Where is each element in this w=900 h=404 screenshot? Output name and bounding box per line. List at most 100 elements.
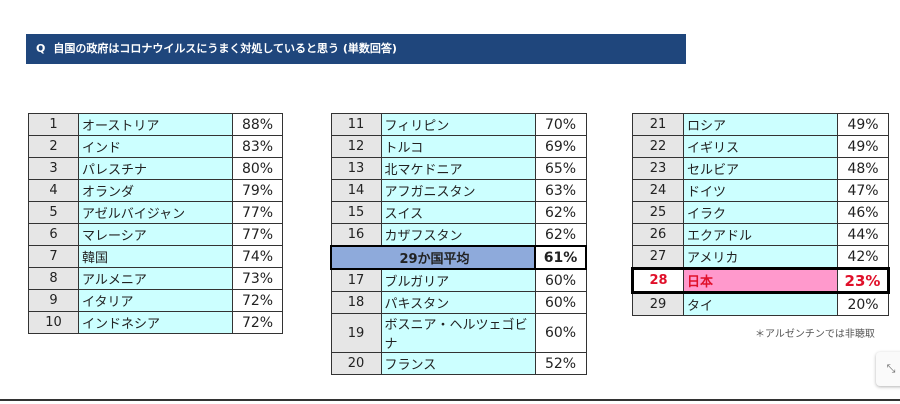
rank-cell: 12 xyxy=(330,135,382,158)
table-row: 15 スイス 62% xyxy=(330,201,587,224)
ranking-table-3: 21 ロシア 49% 22 イギリス 49% 23 セルビア 48% 24 ドイツ 47% 25 イラク 4… xyxy=(631,113,890,316)
ranking-table-2: 11 フィリピン 70% 12 トルコ 69% 13 北マケドニア 65% 14 アフガニスタン 63… xyxy=(330,113,587,375)
bottom-divider xyxy=(0,399,900,401)
country-cell: パキスタン xyxy=(380,291,536,314)
country-cell: ロシア xyxy=(683,113,838,136)
rank-cell: 21 xyxy=(632,113,684,136)
country-cell: セルビア xyxy=(683,157,838,180)
percent-cell: 88% xyxy=(232,113,283,136)
percent-cell: 60% xyxy=(534,291,587,314)
table-row: 4 オランダ 79% xyxy=(28,179,283,202)
rank-cell: 9 xyxy=(28,289,79,312)
average-label: 29か国平均 xyxy=(330,245,536,270)
percent-cell: 74% xyxy=(232,245,283,268)
percent-cell: 72% xyxy=(232,311,283,334)
country-cell: イギリス xyxy=(683,135,838,158)
rank-cell: 22 xyxy=(632,135,684,158)
country-cell: オランダ xyxy=(78,179,233,202)
exit-fullscreen-button[interactable]: ⤡ xyxy=(876,352,900,386)
table-row: 10 インドネシア 72% xyxy=(28,311,283,334)
japan-row: 28 日本 23% xyxy=(631,267,890,294)
rank-cell: 13 xyxy=(330,157,382,180)
country-cell: アフガニスタン xyxy=(380,179,536,202)
table-row: 12 トルコ 69% xyxy=(330,135,587,158)
question-text: 自国の政府はコロナウイルスにうまく対処していると思う (単数回答) xyxy=(53,42,397,55)
rank-cell: 26 xyxy=(632,223,684,246)
table-row: 19 ボスニア・ヘルツェゴビナ 60% xyxy=(330,313,587,353)
percent-cell: 60% xyxy=(534,268,587,292)
country-cell: フィリピン xyxy=(380,113,536,136)
table-row: 23 セルビア 48% xyxy=(632,157,889,180)
percent-cell: 61% xyxy=(534,245,587,270)
rank-cell: 29 xyxy=(632,292,684,316)
percent-cell: 63% xyxy=(534,179,587,202)
percent-cell: 65% xyxy=(534,157,587,180)
footnote: ＊アルゼンチンでは非聴取 xyxy=(755,329,875,340)
rank-cell: 4 xyxy=(28,179,79,202)
table-row: 22 イギリス 49% xyxy=(632,135,889,158)
rank-cell: 8 xyxy=(28,267,79,290)
rank-cell: 24 xyxy=(632,179,684,202)
ranking-table-1: 1 オーストリア 88% 2 インド 83% 3 パレスチナ 80% 4 オランダ 79% 5 アゼルバイ… xyxy=(28,113,283,334)
percent-cell: 73% xyxy=(232,267,283,290)
country-cell: 北マケドニア xyxy=(380,157,536,180)
table-row: 6 マレーシア 77% xyxy=(28,223,283,246)
rank-cell: 6 xyxy=(28,223,79,246)
table-row: 25 イラク 46% xyxy=(632,201,889,224)
percent-cell: 60% xyxy=(534,313,587,353)
percent-cell: 80% xyxy=(232,157,283,180)
percent-cell: 46% xyxy=(837,201,889,224)
table-row: 2 インド 83% xyxy=(28,135,283,158)
rank-cell: 23 xyxy=(632,157,684,180)
country-cell: アルメニア xyxy=(78,267,233,290)
country-cell: ブルガリア xyxy=(380,268,536,292)
percent-cell: 69% xyxy=(534,135,587,158)
table-row: 1 オーストリア 88% xyxy=(28,113,283,136)
percent-cell: 49% xyxy=(837,113,889,136)
table-row: 3 パレスチナ 80% xyxy=(28,157,283,180)
table-row: 29 タイ 20% xyxy=(632,292,889,316)
percent-cell: 23% xyxy=(837,267,890,294)
table-row: 27 アメリカ 42% xyxy=(632,245,889,269)
percent-cell: 49% xyxy=(837,135,889,158)
question-header: Q 自国の政府はコロナウイルスにうまく対処していると思う (単数回答) xyxy=(26,34,686,64)
average-row: 29か国平均 61% xyxy=(330,245,587,270)
rank-cell: 19 xyxy=(330,313,382,353)
percent-cell: 72% xyxy=(232,289,283,312)
country-cell: 日本 xyxy=(683,267,838,294)
table-row: 14 アフガニスタン 63% xyxy=(330,179,587,202)
rank-cell: 20 xyxy=(330,352,382,375)
rank-cell: 16 xyxy=(330,223,382,247)
rank-cell: 15 xyxy=(330,201,382,224)
country-cell: アメリカ xyxy=(683,245,838,269)
percent-cell: 62% xyxy=(534,223,587,247)
table-row: 5 アゼルバイジャン 77% xyxy=(28,201,283,224)
country-cell: イタリア xyxy=(78,289,233,312)
country-cell: ボスニア・ヘルツェゴビナ xyxy=(380,313,536,353)
table-row: 16 カザフスタン 62% xyxy=(330,223,587,247)
percent-cell: 83% xyxy=(232,135,283,158)
rank-cell: 11 xyxy=(330,113,382,136)
percent-cell: 79% xyxy=(232,179,283,202)
table-row: 24 ドイツ 47% xyxy=(632,179,889,202)
rank-cell: 5 xyxy=(28,201,79,224)
table-row: 21 ロシア 49% xyxy=(632,113,889,136)
rank-cell: 14 xyxy=(330,179,382,202)
collapse-icon: ⤡ xyxy=(886,362,896,375)
percent-cell: 47% xyxy=(837,179,889,202)
rank-cell: 28 xyxy=(631,267,684,294)
table-row: 20 フランス 52% xyxy=(330,352,587,375)
rank-cell: 3 xyxy=(28,157,79,180)
table-row: 13 北マケドニア 65% xyxy=(330,157,587,180)
country-cell: イラク xyxy=(683,201,838,224)
country-cell: エクアドル xyxy=(683,223,838,246)
percent-cell: 52% xyxy=(534,352,587,375)
country-cell: フランス xyxy=(380,352,536,375)
country-cell: スイス xyxy=(380,201,536,224)
table-row: 8 アルメニア 73% xyxy=(28,267,283,290)
rank-cell: 1 xyxy=(28,113,79,136)
percent-cell: 70% xyxy=(534,113,587,136)
country-cell: アゼルバイジャン xyxy=(78,201,233,224)
rank-cell: 27 xyxy=(632,245,684,269)
country-cell: オーストリア xyxy=(78,113,233,136)
